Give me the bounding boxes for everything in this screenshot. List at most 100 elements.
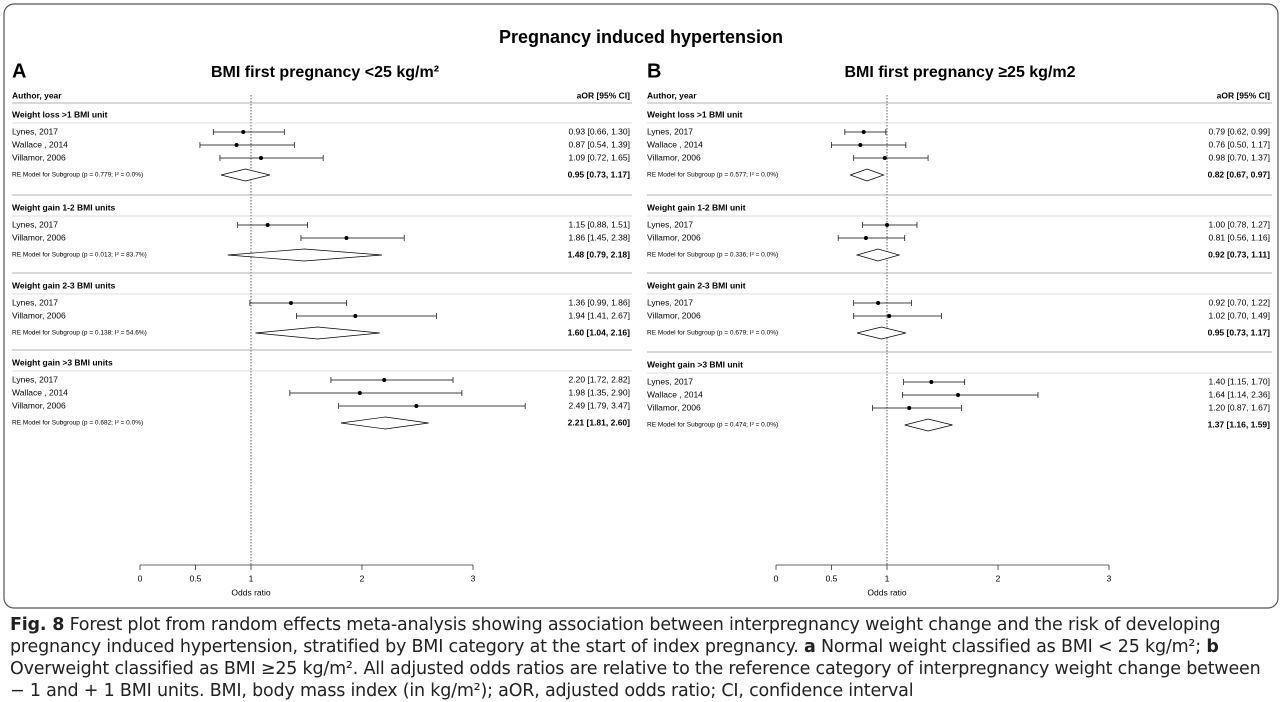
point-estimate <box>956 393 961 397</box>
study-header: Author, year <box>12 90 62 100</box>
estimate-label: 0.87 [0.54, 1.39] <box>569 139 630 149</box>
estimate-label: 2.49 [1.79, 3.47] <box>569 400 630 410</box>
model-estimate: 0.95 [0.73, 1.17] <box>568 169 631 179</box>
estimate-label: 1.40 [1.15, 1.70] <box>1209 376 1270 386</box>
group-title: Weight gain 2-3 BMI units <box>12 280 116 290</box>
estimate-header: aOR [95% CI] <box>1217 90 1271 100</box>
caption-bold: b <box>1206 637 1219 657</box>
point-estimate <box>353 314 358 318</box>
group-title: Weight loss >1 BMI unit <box>647 109 743 119</box>
point-estimate <box>382 378 387 382</box>
study-name: Villamor, 2006 <box>647 402 701 412</box>
estimate-label: 0.92 [0.70, 1.22] <box>1209 297 1270 307</box>
x-tick-label: 2 <box>360 573 365 583</box>
x-tick-label: 3 <box>471 573 476 583</box>
panel-label: B <box>647 60 661 82</box>
point-estimate <box>234 143 239 147</box>
x-tick-label: 2 <box>996 573 1001 583</box>
caption-bold: Fig. 8 <box>10 615 65 635</box>
estimate-label: 0.98 [0.70, 1.37] <box>1209 152 1270 162</box>
model-estimate: 1.48 [0.79, 2.18] <box>568 249 631 259</box>
study-name: Wallace , 2014 <box>12 387 68 397</box>
x-tick-label: 0 <box>774 573 779 583</box>
point-estimate <box>887 314 892 318</box>
study-name: Lynes, 2017 <box>647 126 693 136</box>
estimate-label: 1.86 [1.45, 2.38] <box>569 232 630 242</box>
estimate-label: 1.98 [1.35, 2.90] <box>569 387 630 397</box>
point-estimate <box>357 391 362 395</box>
model-label: RE Model for Subgroup (p = 0.679; I² = 0… <box>647 330 778 337</box>
point-estimate <box>885 223 889 227</box>
point-estimate <box>288 301 293 305</box>
model-label: RE Model for Subgroup (p = 0.336; I² = 0… <box>647 252 778 259</box>
study-name: Villamor, 2006 <box>12 400 66 410</box>
estimate-label: 1.09 [0.72, 1.65] <box>569 152 630 162</box>
point-estimate <box>858 143 863 147</box>
point-estimate <box>265 223 270 227</box>
model-label: RE Model for Subgroup (p = 0.577; I² = 0… <box>647 172 778 179</box>
estimate-label: 2.20 [1.72, 2.82] <box>569 374 630 384</box>
model-estimate: 0.92 [0.73, 1.11] <box>1208 249 1270 259</box>
model-label: RE Model for Subgroup (p = 0.138; I² = 5… <box>12 330 147 337</box>
x-tick-label: 0.5 <box>190 573 202 583</box>
caption-bold: a <box>803 637 816 657</box>
estimate-label: 1.94 [1.41, 2.67] <box>569 310 630 320</box>
summary-diamond <box>227 248 383 262</box>
model-estimate: 1.37 [1.16, 1.59] <box>1208 419 1271 429</box>
estimate-label: 0.79 [0.62, 0.99] <box>1209 126 1270 136</box>
caption: Fig. 8 Forest plot from random effects m… <box>10 614 1275 702</box>
study-name: Lynes, 2017 <box>12 297 58 307</box>
summary-diamond <box>255 326 380 340</box>
study-name: Villamor, 2006 <box>647 152 701 162</box>
model-estimate: 1.60 [1.04, 2.16] <box>568 327 631 337</box>
summary-diamond <box>904 418 953 432</box>
study-name: Villamor, 2006 <box>647 232 701 242</box>
panel-title: BMI first pregnancy ≥25 kg/m2 <box>844 64 1075 81</box>
x-axis-label: Odds ratio <box>231 587 270 597</box>
estimate-header: aOR [95% CI] <box>577 90 631 100</box>
estimate-label: 1.64 [1.14, 2.36] <box>1209 389 1270 399</box>
model-estimate: 0.82 [0.67, 0.97] <box>1208 169 1271 179</box>
point-estimate <box>414 404 419 408</box>
summary-diamond <box>856 326 906 340</box>
point-estimate <box>863 236 868 240</box>
estimate-label: 1.36 [0.99, 1.86] <box>569 297 630 307</box>
study-name: Lynes, 2017 <box>647 219 693 229</box>
estimate-label: 0.81 [0.56, 1.16] <box>1209 232 1270 242</box>
x-tick-label: 1 <box>249 573 254 583</box>
caption-text: Normal weight classified as BMI < 25 kg/… <box>815 637 1207 657</box>
x-tick-label: 1 <box>885 573 890 583</box>
summary-diamond <box>855 248 901 262</box>
study-name: Wallace , 2014 <box>647 139 703 149</box>
group-title: Weight gain >3 BMI unit <box>647 359 743 369</box>
estimate-label: 1.15 [0.88, 1.51] <box>569 219 630 229</box>
point-estimate <box>344 236 349 240</box>
figure-border <box>3 3 1279 609</box>
point-estimate <box>907 406 912 410</box>
caption-text: Forest plot from random effects meta-ana… <box>10 615 1226 657</box>
group-title: Weight gain 2-3 BMI unit <box>647 280 746 290</box>
model-estimate: 2.21 [1.81, 2.60] <box>568 417 631 427</box>
study-name: Villamor, 2006 <box>12 310 66 320</box>
point-estimate <box>241 130 246 134</box>
estimate-label: 1.20 [0.87, 1.67] <box>1209 402 1270 412</box>
model-label: RE Model for Subgroup (p = 0.013; I² = 8… <box>12 252 147 259</box>
summary-diamond <box>340 416 429 430</box>
x-tick-label: 0 <box>138 573 143 583</box>
point-estimate <box>861 130 866 134</box>
figure: Pregnancy induced hypertension A BMI firs… <box>3 3 1279 609</box>
model-label: RE Model for Subgroup (p = 0.779; I² = 0… <box>12 172 143 179</box>
study-name: Lynes, 2017 <box>12 219 58 229</box>
study-name: Lynes, 2017 <box>12 126 58 136</box>
group-title: Weight gain >3 BMI units <box>12 357 113 367</box>
group-title: Weight loss >1 BMI unit <box>12 109 108 119</box>
group-title: Weight gain 1-2 BMI unit <box>647 202 746 212</box>
group-title: Weight gain 1-2 BMI units <box>12 202 116 212</box>
estimate-label: 0.76 [0.50, 1.17] <box>1209 139 1270 149</box>
study-header: Author, year <box>647 90 697 100</box>
point-estimate <box>876 301 881 305</box>
estimate-label: 1.02 [0.70, 1.49] <box>1209 310 1270 320</box>
summary-diamond <box>849 168 885 182</box>
point-estimate <box>929 380 934 384</box>
figure-title: Pregnancy induced hypertension <box>499 27 783 47</box>
